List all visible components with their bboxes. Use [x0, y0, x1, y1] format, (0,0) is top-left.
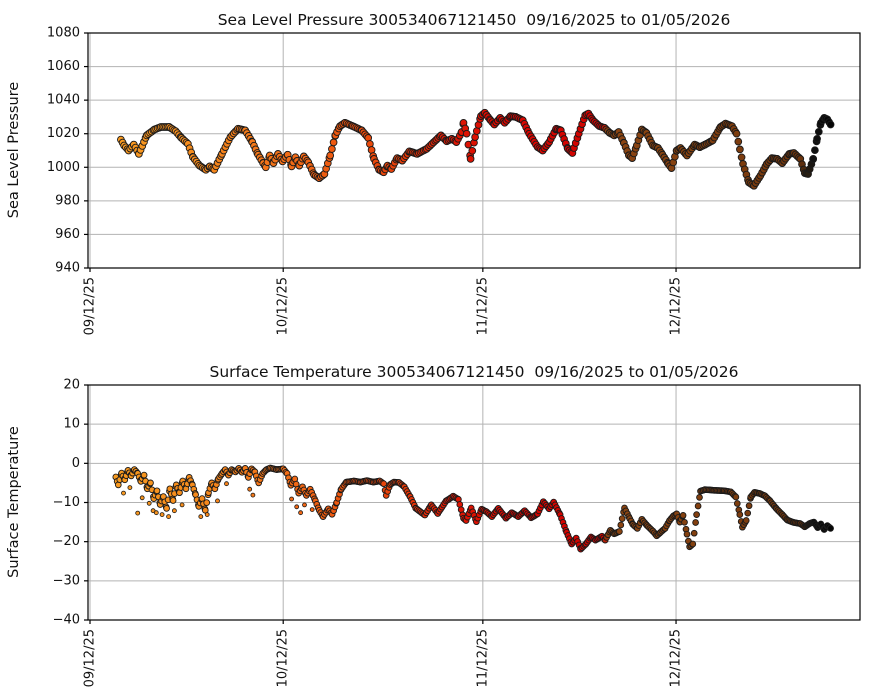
data-point: [462, 129, 471, 138]
data-point: [745, 502, 753, 510]
outlier-point: [166, 514, 172, 519]
y-tick-label: 1020: [47, 126, 80, 141]
data-point: [163, 505, 170, 512]
y-tick-label: −10: [53, 495, 80, 510]
data-point: [153, 487, 161, 495]
data-point: [742, 517, 750, 524]
surface_temperature_degC-trace: [112, 464, 834, 553]
data-point: [616, 528, 623, 535]
outlier-point: [224, 481, 229, 487]
y-tick-label: 0: [72, 456, 80, 471]
outlier-point: [171, 508, 177, 514]
data-point: [811, 146, 819, 155]
slp-y-axis-label: Sea Level Pressure: [6, 82, 22, 218]
data-point: [692, 519, 699, 526]
outlier-point: [139, 495, 145, 501]
outlier-point: [121, 490, 126, 496]
y-tick-label: −20: [53, 534, 80, 549]
outlier-point: [309, 507, 315, 513]
outlier-point: [294, 504, 300, 510]
outlier-point: [204, 512, 210, 517]
outlier-point: [298, 510, 304, 516]
data-point: [169, 497, 177, 504]
data-point: [733, 500, 741, 507]
outlier-point: [215, 498, 220, 504]
x-tick-label: 11/12/25: [475, 277, 490, 335]
x-tick-label: 11/12/25: [475, 629, 490, 687]
data-point: [618, 515, 626, 522]
outlier-point: [179, 502, 185, 508]
temperature-y-axis-label: Surface Temperature: [6, 426, 22, 578]
data-point: [203, 499, 211, 506]
y-tick-label: 1000: [47, 160, 80, 175]
outlier-point: [146, 500, 152, 506]
y-tick-label: 1060: [47, 59, 80, 74]
outlier-point: [198, 514, 204, 519]
x-tick-label: 12/12/25: [669, 277, 684, 335]
data-point: [683, 530, 691, 538]
data-point: [814, 127, 823, 136]
sea_level_pressure_hPa-trace: [117, 108, 835, 190]
y-tick-label: 10: [63, 417, 80, 432]
outlier-point: [135, 510, 141, 516]
outlier-point: [153, 510, 159, 516]
data-point: [734, 137, 743, 146]
data-point: [736, 511, 744, 518]
y-tick-label: 1040: [47, 93, 80, 108]
y-tick-label: −30: [53, 573, 80, 588]
x-tick-label: 09/12/25: [83, 629, 98, 687]
data-point: [827, 525, 834, 532]
data-point: [736, 145, 744, 154]
x-tick-label: 10/12/25: [276, 277, 291, 335]
plot-border: [87, 32, 861, 269]
temperature-chart: Surface Temperature 300534067121450 09/1…: [6, 363, 861, 687]
x-tick-label: 10/12/25: [276, 629, 291, 687]
y-tick-label: 980: [55, 193, 80, 208]
y-tick-label: 1080: [47, 26, 80, 41]
outlier-point: [247, 486, 253, 492]
data-point: [617, 521, 625, 529]
data-point: [466, 155, 475, 163]
data-point: [694, 502, 702, 510]
data-point: [693, 511, 700, 518]
data-point: [826, 120, 835, 129]
data-point: [809, 155, 818, 163]
y-tick-label: 940: [55, 261, 80, 276]
data-point: [328, 145, 336, 153]
data-point: [696, 494, 703, 501]
data-point: [380, 480, 388, 488]
y-tick-label: 960: [55, 227, 80, 242]
data-point: [690, 529, 698, 537]
data-point: [468, 146, 477, 155]
outlier-point: [159, 512, 165, 517]
data-point: [689, 540, 697, 548]
outlier-point: [302, 502, 307, 508]
outlier-point: [250, 492, 256, 498]
x-tick-label: 09/12/25: [83, 277, 98, 335]
data-point: [813, 134, 821, 143]
x-tick-label: 12/12/25: [669, 629, 684, 687]
data-point: [732, 129, 741, 138]
data-point: [737, 153, 746, 162]
slp-chart: Sea Level Pressure 300534067121450 09/16…: [6, 11, 861, 335]
outlier-point: [289, 496, 295, 502]
temperature-chart-title: Surface Temperature 300534067121450 09/1…: [210, 363, 739, 381]
data-point: [326, 151, 335, 160]
outlier-point: [127, 485, 133, 491]
y-tick-label: 20: [63, 378, 80, 393]
data-point: [732, 493, 740, 501]
data-point: [329, 138, 338, 147]
data-point: [681, 518, 688, 526]
data-point: [679, 512, 687, 519]
slp-chart-title: Sea Level Pressure 300534067121450 09/16…: [218, 11, 731, 29]
y-tick-label: −40: [53, 613, 80, 628]
data-point: [147, 479, 154, 487]
data-point: [744, 509, 752, 517]
data-point: [140, 471, 148, 479]
